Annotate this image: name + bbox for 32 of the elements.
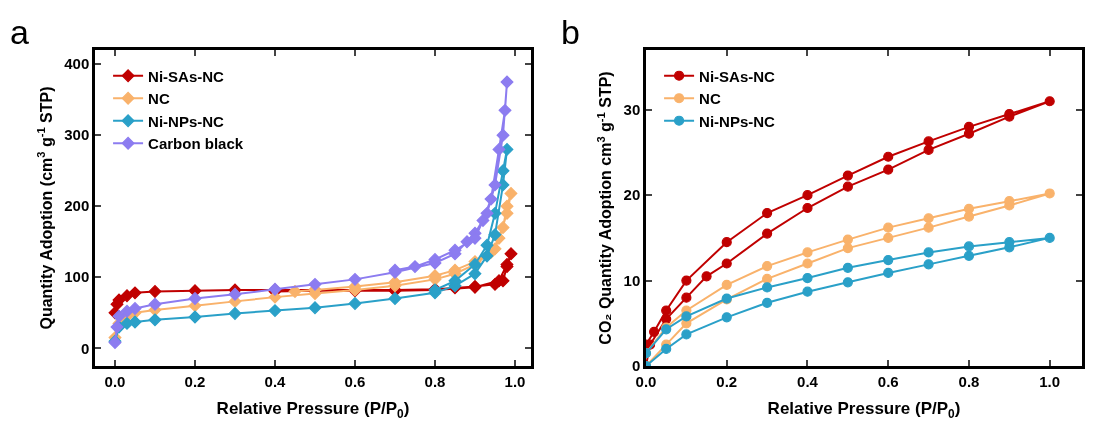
legend-label: Ni-NPs-NC <box>699 112 776 130</box>
x-tick-label: 1.0 <box>1039 372 1061 390</box>
x-tick-label: 0.6 <box>344 372 366 390</box>
y-tick-label: 30 <box>623 101 641 119</box>
x-tick-label: 0.8 <box>958 372 980 390</box>
x-tick-label: 0.0 <box>635 372 657 390</box>
legend-label: NC <box>699 90 721 108</box>
y-tick-label: 20 <box>623 186 641 204</box>
x-tick-label: 0.6 <box>877 372 899 390</box>
y-tick-label: 400 <box>64 55 90 73</box>
legend-label: Ni-SAs-NC <box>699 67 776 85</box>
legend-label: Ni-SAs-NC <box>148 67 225 85</box>
x-tick-label: 0.2 <box>184 372 206 390</box>
legend-label: Ni-NPs-NC <box>148 112 225 130</box>
text: a <box>10 13 29 51</box>
legend-label: Carbon black <box>148 135 244 153</box>
x-tick-label: 1.0 <box>504 372 526 390</box>
y-tick-label: 0 <box>631 357 641 375</box>
y-tick-label: 200 <box>64 197 90 215</box>
x-axis-title: Relative Pressure (P/P$_{0}$) <box>767 399 961 421</box>
y-tick-label: 0 <box>80 339 90 357</box>
x-tick-label: 0.4 <box>797 372 819 390</box>
x-tick-label: 0.2 <box>716 372 738 390</box>
text: b <box>561 13 580 51</box>
y-tick-label: 300 <box>64 126 90 144</box>
x-tick-label: 0.4 <box>264 372 287 390</box>
legend-label: NC <box>148 90 170 108</box>
x-axis-title: Relative Pressure (P/P$_{0}$) <box>216 399 410 421</box>
x-tick-label: 0.8 <box>424 372 446 390</box>
x-tick-label: 0.0 <box>104 372 126 390</box>
y-tick-label: 10 <box>623 271 641 289</box>
y-tick-label: 100 <box>64 268 90 286</box>
